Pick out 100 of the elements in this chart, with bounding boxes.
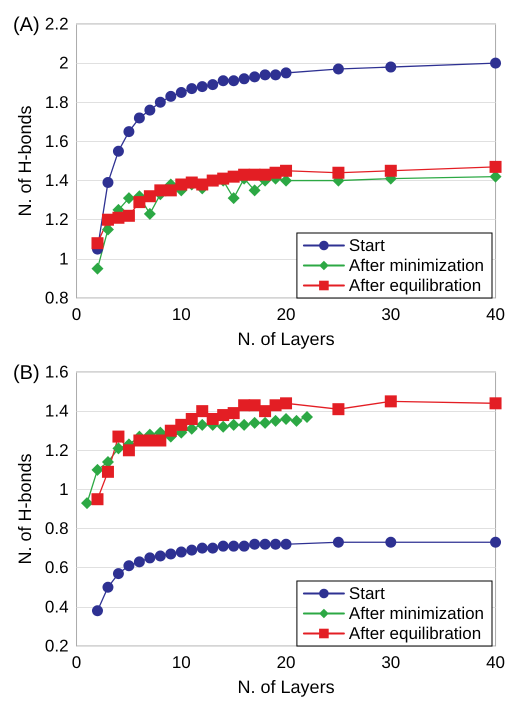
point xyxy=(112,442,124,454)
point xyxy=(249,71,260,82)
point xyxy=(228,192,240,204)
point xyxy=(123,560,134,572)
point xyxy=(260,69,271,80)
point xyxy=(332,166,344,179)
point xyxy=(207,542,218,554)
point xyxy=(206,412,219,425)
point xyxy=(144,208,156,220)
point xyxy=(196,81,208,92)
point xyxy=(144,552,156,564)
point xyxy=(196,418,208,431)
point xyxy=(259,405,272,418)
point xyxy=(154,434,166,446)
x-tick-label: 40 xyxy=(486,653,506,672)
point xyxy=(92,605,103,616)
point xyxy=(164,184,177,196)
point xyxy=(122,192,135,204)
point xyxy=(259,416,272,429)
x-tick-label: 10 xyxy=(172,305,191,324)
point xyxy=(300,411,313,424)
y-tick-label: 0.2 xyxy=(44,636,69,656)
point xyxy=(217,420,230,433)
x-tick-label: 40 xyxy=(486,305,506,324)
y-tick-label: 0.6 xyxy=(44,558,69,578)
point xyxy=(280,412,292,425)
point xyxy=(144,190,156,202)
legend-label: After minimization xyxy=(348,604,484,623)
point xyxy=(490,397,502,410)
y-tick-label: 0.4 xyxy=(44,597,69,616)
y-tick-label: 1.4 xyxy=(44,171,69,190)
point xyxy=(280,164,292,177)
point xyxy=(280,67,292,78)
x-tick-label: 30 xyxy=(381,653,400,672)
point xyxy=(270,69,282,80)
point xyxy=(228,407,240,420)
point xyxy=(91,493,104,506)
point xyxy=(176,546,187,558)
point xyxy=(112,568,124,580)
point xyxy=(165,548,176,560)
y-tick-label: 0.8 xyxy=(44,288,69,308)
y-tick-label: 2 xyxy=(59,54,69,73)
y-tick-label: 0.8 xyxy=(44,519,69,538)
point xyxy=(102,177,114,188)
point xyxy=(165,90,176,102)
point xyxy=(134,112,145,124)
point xyxy=(102,466,114,478)
legend-label: Start xyxy=(348,236,386,255)
point xyxy=(186,83,198,94)
point xyxy=(122,444,135,456)
point xyxy=(280,397,292,410)
point xyxy=(270,414,282,427)
x-tick-label: 0 xyxy=(72,305,82,324)
x-tick-label: 20 xyxy=(276,653,296,672)
y-axis-title: N. of H-bonds xyxy=(15,453,35,565)
point xyxy=(196,542,208,554)
point xyxy=(228,540,240,552)
point xyxy=(290,414,303,427)
legend-label: After minimization xyxy=(348,256,484,275)
point xyxy=(154,550,166,562)
point xyxy=(112,430,124,443)
point xyxy=(196,405,208,418)
point xyxy=(186,544,198,556)
point xyxy=(238,540,250,552)
point xyxy=(91,464,104,476)
point xyxy=(228,75,240,86)
point xyxy=(123,126,134,138)
point xyxy=(186,412,198,425)
y-tick-label: 1 xyxy=(59,249,69,268)
x-tick-label: 20 xyxy=(276,305,296,324)
point xyxy=(384,164,397,177)
point xyxy=(248,416,261,429)
point xyxy=(270,538,282,550)
point xyxy=(218,540,229,552)
legend-label: After equilibration xyxy=(348,624,482,643)
point xyxy=(218,75,229,86)
legend-label: Start xyxy=(348,584,386,603)
legend-label: After equilibration xyxy=(348,276,482,295)
point xyxy=(144,104,156,116)
point xyxy=(154,96,166,108)
point xyxy=(207,79,218,90)
chart-title: (B) xyxy=(13,362,40,384)
x-axis-title: N. of Layers xyxy=(238,329,335,349)
point xyxy=(249,538,260,550)
point xyxy=(238,418,250,431)
point xyxy=(385,62,396,73)
point xyxy=(385,536,396,548)
y-axis-title: N. of H-bonds xyxy=(15,105,35,217)
point xyxy=(280,538,292,550)
point xyxy=(102,582,114,593)
point xyxy=(332,403,344,416)
point xyxy=(332,536,344,548)
y-tick-label: 2.2 xyxy=(44,14,69,34)
point xyxy=(134,556,145,568)
point xyxy=(133,196,146,208)
point xyxy=(332,64,344,75)
point xyxy=(490,536,502,548)
point xyxy=(91,262,104,275)
chart-title: (A) xyxy=(13,14,40,36)
point xyxy=(260,538,271,550)
